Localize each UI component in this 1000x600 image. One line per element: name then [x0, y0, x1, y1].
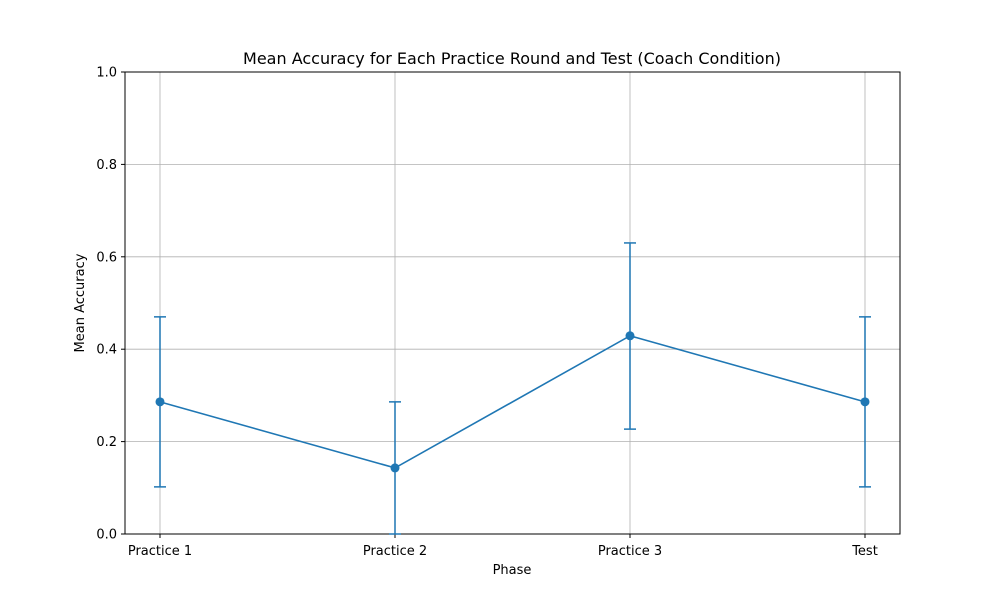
- x-tick-label: Practice 3: [598, 544, 662, 559]
- series-polyline: [159, 334, 866, 469]
- y-tick-label: 0.6: [96, 250, 117, 265]
- axes: [124, 71, 901, 535]
- x-tick-label: Practice 1: [128, 544, 192, 559]
- y-tick-label: 0.8: [96, 158, 117, 173]
- y-tick-label: 0.2: [96, 435, 117, 450]
- x-axis-label: Phase: [493, 563, 532, 578]
- error-bars: [154, 242, 871, 535]
- y-axis-label: Mean Accuracy: [73, 253, 88, 352]
- x-tick-label: Practice 2: [363, 544, 427, 559]
- data-point: [860, 397, 870, 407]
- ticks: Practice 1 Practice 2 Practice 3 Test 0.0 0.2…: [96, 66, 877, 560]
- y-tick-label: 0.0: [96, 528, 117, 543]
- data-point: [625, 331, 635, 341]
- data-points: [155, 331, 870, 473]
- series-line: [159, 334, 866, 469]
- y-tick-label: 1.0: [96, 66, 117, 81]
- plot-frame: [124, 71, 901, 535]
- x-tick-label: Test: [851, 544, 878, 559]
- chart-title: Mean Accuracy for Each Practice Round an…: [243, 49, 781, 68]
- data-point: [390, 463, 400, 473]
- data-point: [155, 397, 165, 407]
- y-tick-label: 0.4: [96, 343, 117, 358]
- grid-lines: [125, 71, 900, 535]
